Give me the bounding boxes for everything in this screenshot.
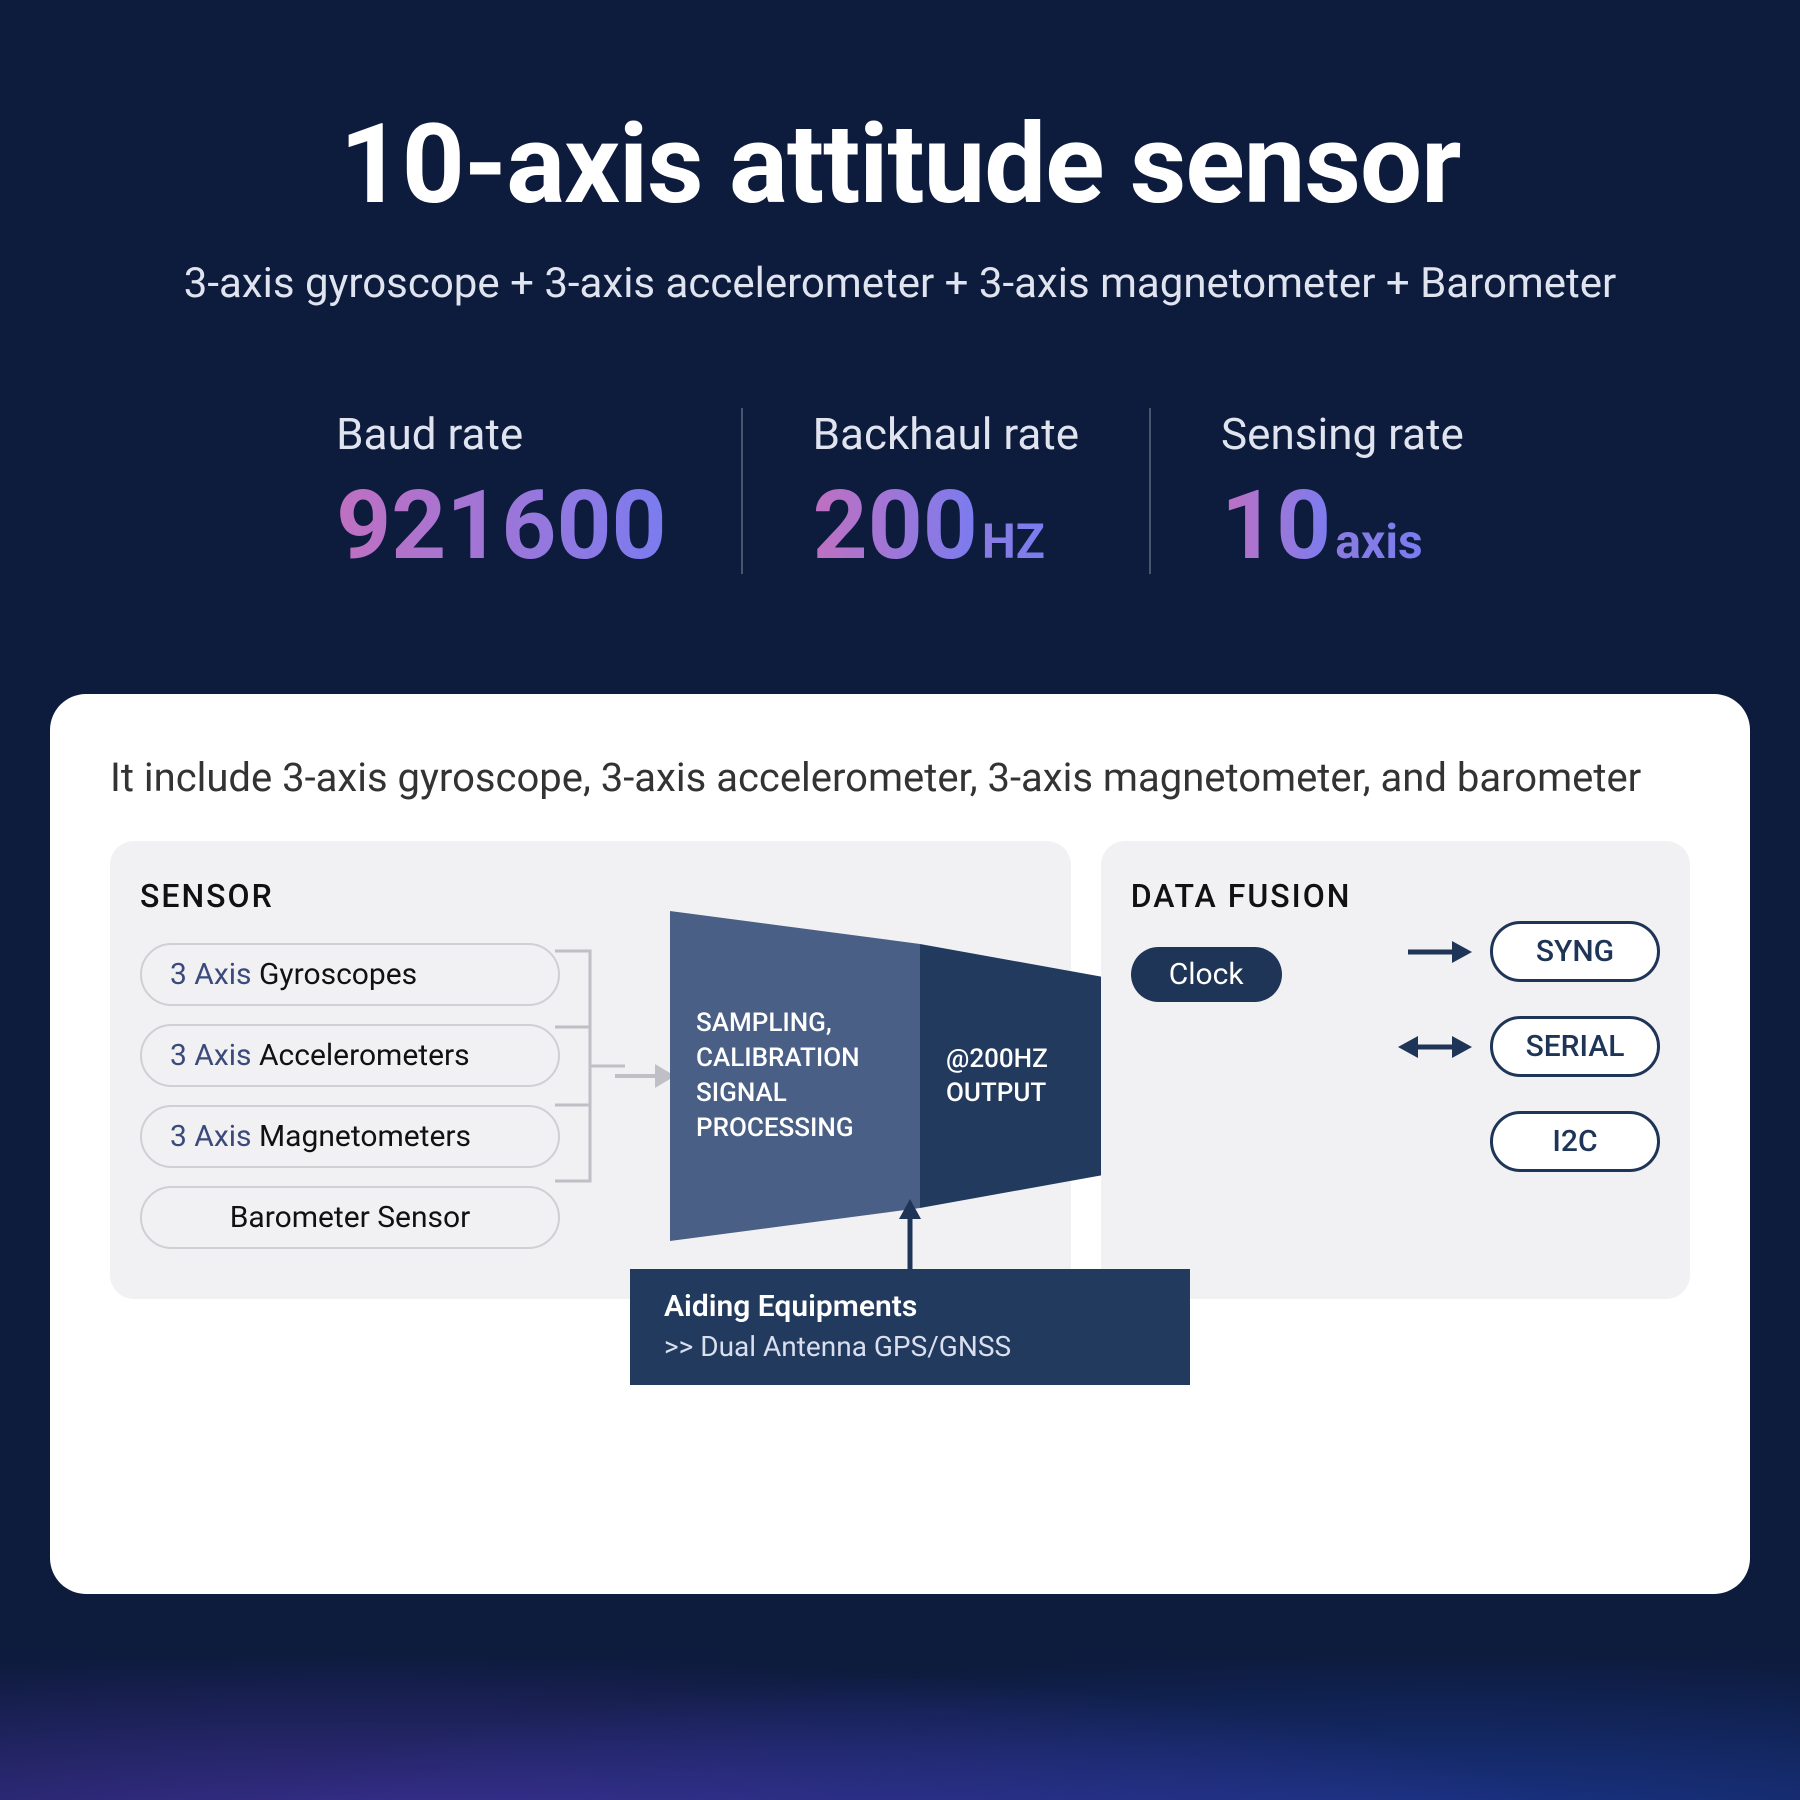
hero-subtitle: 3-axis gyroscope + 3-axis accelerometer …	[80, 259, 1720, 308]
output-list: SYNG SERIAL I2C	[1398, 921, 1660, 1172]
aiding-title: Aiding Equipments	[664, 1289, 1156, 1324]
sensor-prefix: 3 Axis	[170, 1119, 259, 1154]
metric-baud: Baud rate 921600	[266, 408, 740, 574]
sensor-panel-title: SENSOR	[140, 877, 1041, 915]
aiding-sub: >> Dual Antenna GPS/GNSS	[664, 1330, 1156, 1363]
decorative-glow	[0, 1620, 1800, 1800]
sensor-name: Accelerometers	[259, 1038, 470, 1073]
arrow-up-icon	[895, 1199, 925, 1269]
metric-value: 200	[813, 478, 978, 574]
sensor-panel: SENSOR 3 Axis Gyroscopes 3 Axis Accelero…	[110, 841, 1071, 1299]
diagram-card: It include 3-axis gyroscope, 3-axis acce…	[50, 694, 1750, 1594]
sensor-item-barometer: Barometer Sensor	[140, 1186, 560, 1249]
clock-pill: Clock	[1131, 947, 1282, 1002]
metric-unit: HZ	[982, 513, 1045, 570]
metric-label: Sensing rate	[1221, 408, 1464, 460]
fusion-panel-title: DATA FUSION	[1131, 877, 1660, 915]
aiding-box: Aiding Equipments >> Dual Antenna GPS/GN…	[630, 1269, 1190, 1385]
metric-label: Backhaul rate	[813, 408, 1079, 460]
fusion-panel: DATA FUSION Clock SYNG SERIAL	[1101, 841, 1690, 1299]
sensor-name: Magnetometers	[259, 1119, 471, 1154]
sensor-prefix: 3 Axis	[170, 1038, 259, 1073]
stage1-line: PROCESSING	[696, 1111, 860, 1146]
metric-value: 10	[1221, 478, 1331, 574]
metric-label: Baud rate	[336, 408, 670, 460]
hero: 10-axis attitude sensor 3-axis gyroscope…	[0, 0, 1800, 654]
sensor-name: Gyroscopes	[259, 957, 417, 992]
stage2-line: @200HZ	[946, 1044, 1048, 1074]
metric-sensing: Sensing rate 10axis	[1149, 408, 1534, 574]
processing-block: SAMPLING, CALIBRATION SIGNAL PROCESSING …	[670, 911, 1140, 1241]
output-row-syng: SYNG	[1408, 921, 1660, 982]
card-subtitle: It include 3-axis gyroscope, 3-axis acce…	[110, 754, 1690, 801]
metric-unit: axis	[1335, 513, 1422, 570]
metrics-row: Baud rate 921600 Backhaul rate 200HZ Sen…	[80, 408, 1720, 574]
output-pill: SYNG	[1490, 921, 1660, 982]
stage1-line: SIGNAL	[696, 1076, 860, 1111]
sensor-item-accelerometers: 3 Axis Accelerometers	[140, 1024, 560, 1087]
arrow-right-icon	[615, 1056, 675, 1096]
stage1-line: CALIBRATION	[696, 1041, 860, 1076]
stage2-line: OUTPUT	[946, 1078, 1046, 1108]
sensor-item-magnetometers: 3 Axis Magnetometers	[140, 1105, 560, 1168]
output-row-i2c: I2C	[1490, 1111, 1660, 1172]
sensor-item-gyroscopes: 3 Axis Gyroscopes	[140, 943, 560, 1006]
metric-value: 921600	[336, 478, 666, 574]
sensor-list: 3 Axis Gyroscopes 3 Axis Accelerometers …	[140, 943, 560, 1249]
arrow-both-icon	[1398, 1032, 1472, 1062]
diagram: SENSOR 3 Axis Gyroscopes 3 Axis Accelero…	[110, 841, 1690, 1299]
sensor-name: Barometer Sensor	[230, 1200, 471, 1235]
stage1-line: SAMPLING,	[696, 1006, 860, 1041]
processing-stage1: SAMPLING, CALIBRATION SIGNAL PROCESSING	[670, 911, 920, 1241]
metric-backhaul: Backhaul rate 200HZ	[741, 408, 1149, 574]
hero-title: 10-axis attitude sensor	[80, 100, 1720, 229]
output-pill: SERIAL	[1490, 1016, 1660, 1077]
sensor-prefix: 3 Axis	[170, 957, 259, 992]
output-pill: I2C	[1490, 1111, 1660, 1172]
output-row-serial: SERIAL	[1398, 1016, 1660, 1077]
arrow-right-icon	[1408, 937, 1472, 967]
